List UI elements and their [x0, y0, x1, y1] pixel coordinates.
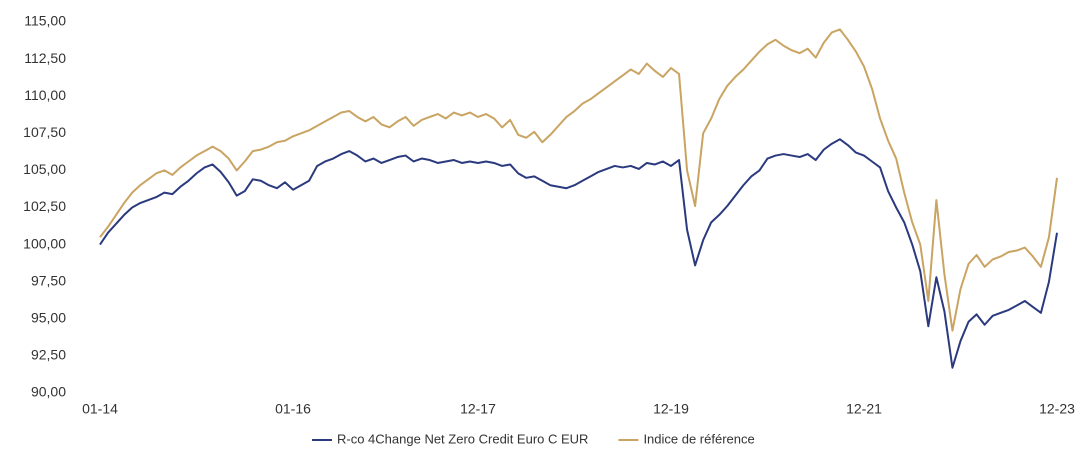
x-tick-label: 01-16 [275, 401, 311, 417]
y-tick-label: 110,00 [24, 87, 66, 103]
series-line [99, 28, 1058, 332]
y-tick-label: 90,00 [31, 384, 66, 400]
y-tick-label: 112,50 [24, 50, 66, 66]
legend-label: Indice de référence [643, 431, 754, 446]
legend-label: R-co 4Change Net Zero Credit Euro C EUR [337, 431, 588, 446]
x-tick-label: 12-21 [846, 401, 882, 417]
y-tick-label: 105,00 [23, 161, 66, 177]
y-tick-label: 100,00 [23, 235, 66, 251]
x-tick-label: 12-23 [1039, 401, 1075, 417]
x-tick-label: 12-19 [653, 401, 689, 417]
y-tick-label: 102,50 [23, 198, 66, 214]
x-tick-label: 12-17 [460, 401, 496, 417]
y-tick-label: 107,50 [23, 124, 66, 140]
series-line [99, 138, 1058, 369]
y-tick-label: 92,50 [31, 347, 66, 363]
y-tick-label: 115,00 [24, 13, 66, 29]
y-tick-label: 97,50 [31, 272, 66, 288]
x-tick-label: 01-14 [82, 401, 118, 417]
y-tick-label: 95,00 [31, 310, 66, 326]
